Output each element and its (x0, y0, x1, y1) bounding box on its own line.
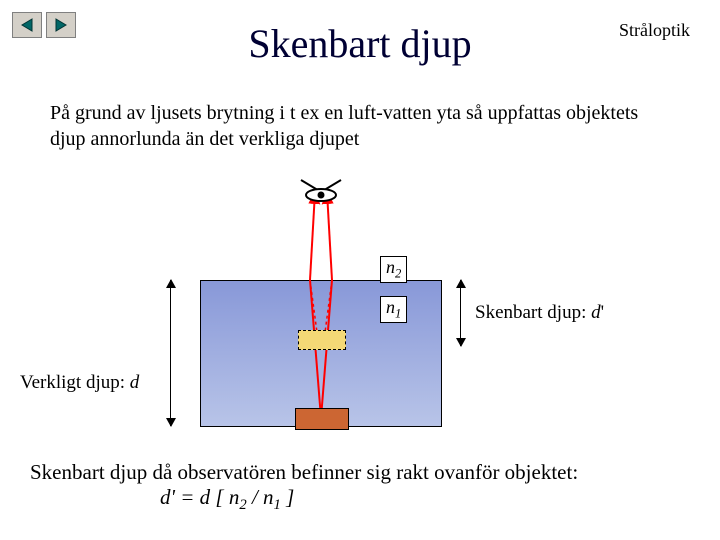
topic-label: Stråloptik (619, 20, 690, 41)
apparent-object (298, 330, 346, 350)
n1-label: n1 (380, 296, 407, 323)
n2-label: n2 (380, 256, 407, 283)
prev-arrow-icon (19, 17, 35, 33)
real-depth-arrow (170, 280, 171, 426)
refraction-diagram: n2 n1 Skenbart djup: d' Verkligt djup: d (0, 170, 720, 450)
apparent-depth-arrow (460, 280, 461, 346)
page-title: Skenbart djup (248, 20, 471, 67)
observer-eye-icon (297, 176, 345, 202)
formula: d' = d [ n2 / n1 ] (160, 485, 294, 509)
intro-text: På grund av ljusets brytning i t ex en l… (50, 100, 670, 152)
nav-arrows (12, 12, 76, 38)
real-object (295, 408, 349, 430)
real-depth-label: Verkligt djup: d (20, 372, 139, 394)
next-button[interactable] (46, 12, 76, 38)
next-arrow-icon (53, 17, 69, 33)
footer-line1: Skenbart djup då observatören befinner s… (30, 460, 578, 484)
apparent-depth-label: Skenbart djup: d' (475, 302, 604, 324)
prev-button[interactable] (12, 12, 42, 38)
ray-overlay (0, 170, 720, 450)
footer-text: Skenbart djup då observatören befinner s… (30, 460, 700, 514)
